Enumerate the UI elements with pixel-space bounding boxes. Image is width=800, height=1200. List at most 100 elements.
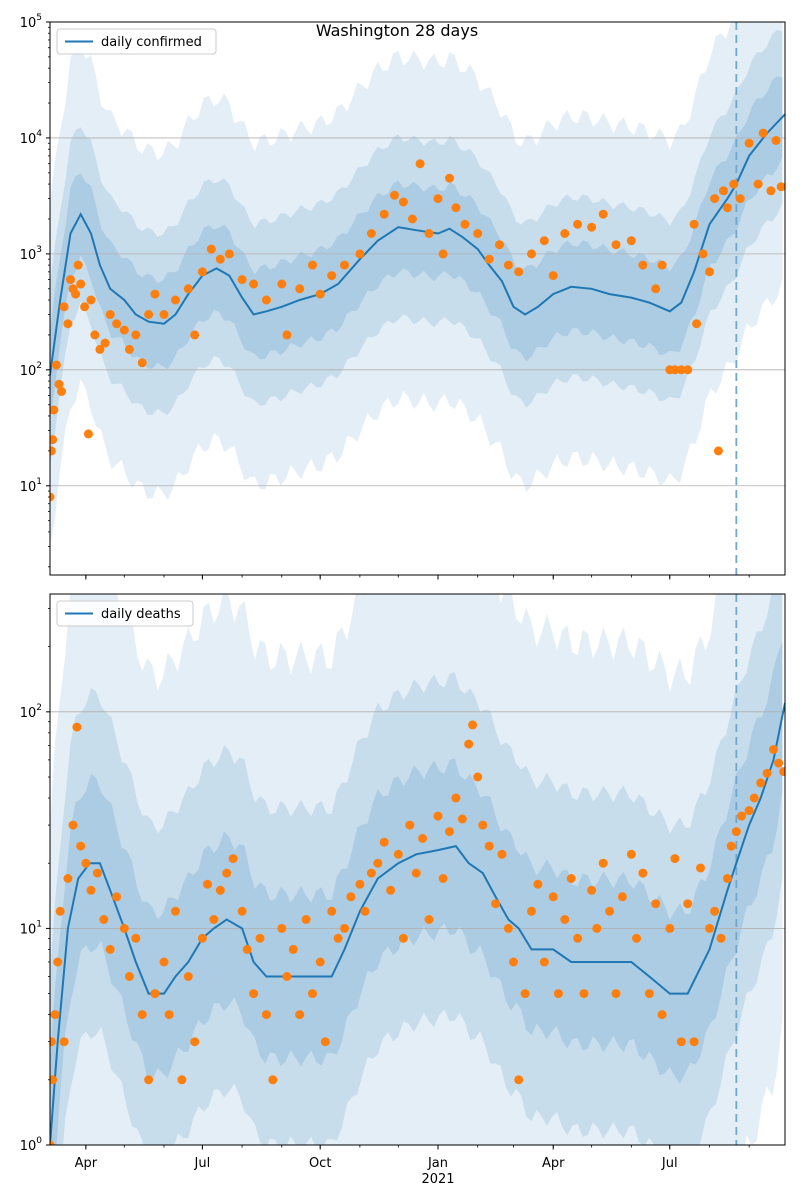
data-point bbox=[445, 827, 454, 837]
data-point bbox=[451, 203, 461, 213]
data-point bbox=[119, 325, 129, 335]
data-point bbox=[651, 284, 661, 294]
data-point bbox=[683, 899, 693, 909]
data-point bbox=[753, 179, 763, 189]
data-point bbox=[473, 229, 483, 238]
data-point bbox=[159, 957, 169, 967]
data-point bbox=[548, 271, 558, 281]
data-point bbox=[59, 302, 69, 312]
data-point bbox=[676, 365, 686, 375]
data-point bbox=[277, 923, 287, 933]
data-point bbox=[611, 240, 621, 250]
y-tick-label-base: 10 bbox=[20, 480, 37, 495]
data-point bbox=[315, 957, 325, 967]
data-point bbox=[320, 1037, 330, 1047]
data-point bbox=[393, 849, 403, 859]
data-point bbox=[710, 194, 720, 204]
data-point bbox=[438, 874, 448, 883]
data-point bbox=[308, 260, 317, 270]
data-point bbox=[197, 267, 207, 277]
data-point bbox=[327, 271, 337, 281]
data-point bbox=[81, 858, 91, 868]
data-point bbox=[407, 214, 417, 224]
data-point bbox=[83, 429, 93, 439]
data-point bbox=[308, 989, 317, 999]
data-point bbox=[722, 203, 732, 213]
data-point bbox=[514, 1075, 524, 1085]
data-point bbox=[433, 194, 443, 204]
data-point bbox=[473, 772, 483, 782]
data-point bbox=[203, 879, 212, 889]
data-point bbox=[424, 229, 434, 238]
data-point bbox=[509, 957, 518, 967]
data-point bbox=[722, 874, 732, 883]
data-point bbox=[744, 806, 754, 816]
data-point bbox=[209, 915, 219, 924]
figure-title: Washington 28 days bbox=[316, 21, 478, 40]
data-point bbox=[159, 310, 169, 319]
data-point bbox=[632, 933, 641, 943]
data-point bbox=[73, 260, 83, 270]
y-tick-label: 100 bbox=[20, 1136, 43, 1154]
data-point bbox=[527, 906, 536, 916]
data-point bbox=[705, 923, 714, 933]
data-point bbox=[50, 1075, 58, 1085]
data-point bbox=[72, 722, 82, 732]
data-point bbox=[626, 236, 636, 246]
data-point bbox=[76, 279, 86, 289]
data-point bbox=[390, 190, 399, 200]
data-point bbox=[197, 933, 207, 943]
y-tick-label-exponent: 2 bbox=[36, 703, 42, 713]
data-point bbox=[63, 319, 73, 329]
data-point bbox=[762, 768, 772, 778]
data-point bbox=[340, 923, 349, 933]
x-tick-label: Oct bbox=[309, 1156, 331, 1171]
data-point bbox=[592, 923, 602, 933]
data-point bbox=[164, 1010, 174, 1020]
data-point bbox=[171, 295, 180, 305]
data-point bbox=[560, 229, 570, 238]
data-point bbox=[766, 186, 776, 196]
data-point bbox=[696, 863, 705, 873]
y-tick-label-exponent: 1 bbox=[36, 477, 42, 487]
y-tick-label-base: 10 bbox=[20, 16, 37, 31]
data-point bbox=[80, 302, 90, 312]
data-point bbox=[573, 933, 583, 943]
data-point bbox=[758, 128, 768, 138]
data-point bbox=[183, 284, 193, 294]
data-point bbox=[716, 933, 726, 943]
data-point bbox=[670, 854, 680, 864]
data-point bbox=[605, 906, 615, 916]
y-tick-label: 105 bbox=[20, 13, 42, 31]
x-tick-label: Jan bbox=[427, 1156, 448, 1171]
data-point bbox=[433, 811, 443, 821]
data-point bbox=[249, 279, 259, 289]
data-point bbox=[68, 820, 78, 830]
data-point bbox=[131, 933, 141, 943]
data-point bbox=[468, 720, 478, 730]
data-point bbox=[50, 446, 56, 456]
data-point bbox=[190, 330, 200, 340]
data-point bbox=[105, 310, 115, 319]
data-point bbox=[676, 1037, 686, 1047]
y-tick-label-exponent: 0 bbox=[36, 1136, 42, 1146]
data-point bbox=[478, 820, 488, 830]
y-tick-label-base: 10 bbox=[20, 706, 37, 721]
data-point bbox=[424, 915, 434, 924]
data-point bbox=[611, 989, 621, 999]
data-point bbox=[598, 209, 608, 219]
data-point bbox=[539, 236, 549, 246]
data-point bbox=[638, 868, 648, 878]
data-point bbox=[183, 972, 193, 981]
data-point bbox=[190, 1037, 200, 1047]
data-point bbox=[457, 814, 467, 824]
data-point bbox=[598, 858, 608, 868]
data-point bbox=[360, 906, 370, 916]
data-point bbox=[144, 310, 154, 319]
data-point bbox=[776, 182, 785, 192]
data-point bbox=[617, 892, 627, 902]
data-point bbox=[137, 358, 147, 368]
data-point bbox=[53, 957, 63, 967]
